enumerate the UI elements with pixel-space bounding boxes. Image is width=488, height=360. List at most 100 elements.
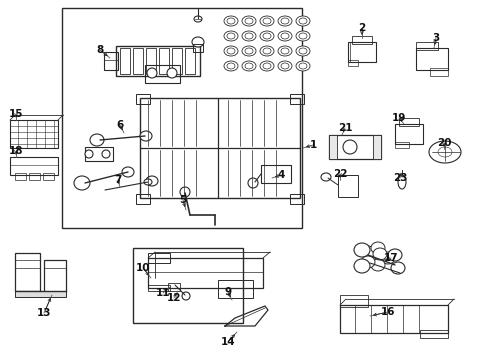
Ellipse shape <box>260 31 273 41</box>
Ellipse shape <box>372 248 386 260</box>
Text: 20: 20 <box>436 138 450 148</box>
Ellipse shape <box>263 48 270 54</box>
Ellipse shape <box>278 46 291 56</box>
Bar <box>120 48 130 74</box>
Ellipse shape <box>244 33 252 39</box>
Ellipse shape <box>281 48 288 54</box>
Ellipse shape <box>242 16 256 26</box>
Ellipse shape <box>147 68 157 78</box>
Bar <box>168 283 180 291</box>
Bar <box>398 118 418 126</box>
Ellipse shape <box>247 178 258 188</box>
Ellipse shape <box>295 31 309 41</box>
Bar <box>394 142 408 148</box>
Bar <box>44 260 66 292</box>
Ellipse shape <box>295 46 309 56</box>
Ellipse shape <box>278 31 291 41</box>
Ellipse shape <box>146 176 158 186</box>
Bar <box>328 135 336 159</box>
Ellipse shape <box>242 31 256 41</box>
Ellipse shape <box>360 256 374 268</box>
Ellipse shape <box>143 179 152 185</box>
Bar <box>145 65 180 83</box>
Text: 14: 14 <box>220 337 235 347</box>
Ellipse shape <box>353 259 369 273</box>
Ellipse shape <box>226 33 235 39</box>
Bar <box>15 253 40 291</box>
Text: 7: 7 <box>114 175 122 185</box>
Ellipse shape <box>437 147 451 157</box>
Ellipse shape <box>360 246 374 258</box>
Bar <box>10 157 58 175</box>
Ellipse shape <box>353 243 369 257</box>
Text: 5: 5 <box>179 195 186 205</box>
Text: 16: 16 <box>380 307 394 317</box>
Ellipse shape <box>224 16 238 26</box>
Text: 8: 8 <box>96 45 103 55</box>
Bar <box>419 330 447 338</box>
Ellipse shape <box>122 167 134 177</box>
Ellipse shape <box>260 46 273 56</box>
Bar <box>104 52 118 70</box>
Bar <box>116 46 200 76</box>
Ellipse shape <box>387 249 401 261</box>
Ellipse shape <box>224 61 238 71</box>
Ellipse shape <box>320 173 330 181</box>
Text: 11: 11 <box>156 288 170 298</box>
Bar <box>337 175 357 197</box>
Ellipse shape <box>244 63 252 69</box>
Ellipse shape <box>278 61 291 71</box>
Text: 1: 1 <box>309 140 316 150</box>
Text: 2: 2 <box>358 23 365 33</box>
Ellipse shape <box>278 16 291 26</box>
Bar <box>339 295 367 307</box>
Bar <box>148 253 170 263</box>
Bar <box>15 291 66 297</box>
Bar <box>172 48 182 74</box>
Bar <box>372 135 380 159</box>
Bar <box>347 60 357 66</box>
Ellipse shape <box>390 262 404 274</box>
Ellipse shape <box>194 16 202 22</box>
Ellipse shape <box>370 242 384 254</box>
Ellipse shape <box>192 37 203 47</box>
Bar <box>133 248 243 323</box>
Text: 15: 15 <box>9 109 23 119</box>
Text: 6: 6 <box>116 120 123 130</box>
Ellipse shape <box>260 61 273 71</box>
Text: 19: 19 <box>391 113 406 123</box>
Ellipse shape <box>90 134 104 146</box>
Bar <box>85 147 113 161</box>
Ellipse shape <box>226 63 235 69</box>
Bar <box>184 48 195 74</box>
Ellipse shape <box>226 18 235 24</box>
Ellipse shape <box>298 18 306 24</box>
Bar <box>415 48 447 70</box>
Ellipse shape <box>74 176 90 190</box>
Text: 10: 10 <box>136 263 150 273</box>
Ellipse shape <box>263 33 270 39</box>
Ellipse shape <box>224 31 238 41</box>
Bar <box>429 68 447 76</box>
Bar <box>289 194 304 204</box>
Text: 21: 21 <box>337 123 351 133</box>
Bar <box>347 42 375 62</box>
Bar <box>261 165 290 183</box>
Text: 4: 4 <box>277 170 284 180</box>
Text: 23: 23 <box>392 173 407 183</box>
Bar <box>351 36 371 44</box>
Ellipse shape <box>263 63 270 69</box>
Bar <box>148 258 263 288</box>
Ellipse shape <box>102 150 110 158</box>
Ellipse shape <box>180 187 190 197</box>
Text: 13: 13 <box>37 308 51 318</box>
Bar <box>148 285 170 291</box>
Bar <box>193 44 203 52</box>
Text: 18: 18 <box>9 146 23 156</box>
Bar <box>218 280 252 298</box>
Ellipse shape <box>140 131 152 141</box>
Ellipse shape <box>244 48 252 54</box>
Ellipse shape <box>370 259 384 271</box>
Bar <box>146 48 156 74</box>
Ellipse shape <box>295 61 309 71</box>
